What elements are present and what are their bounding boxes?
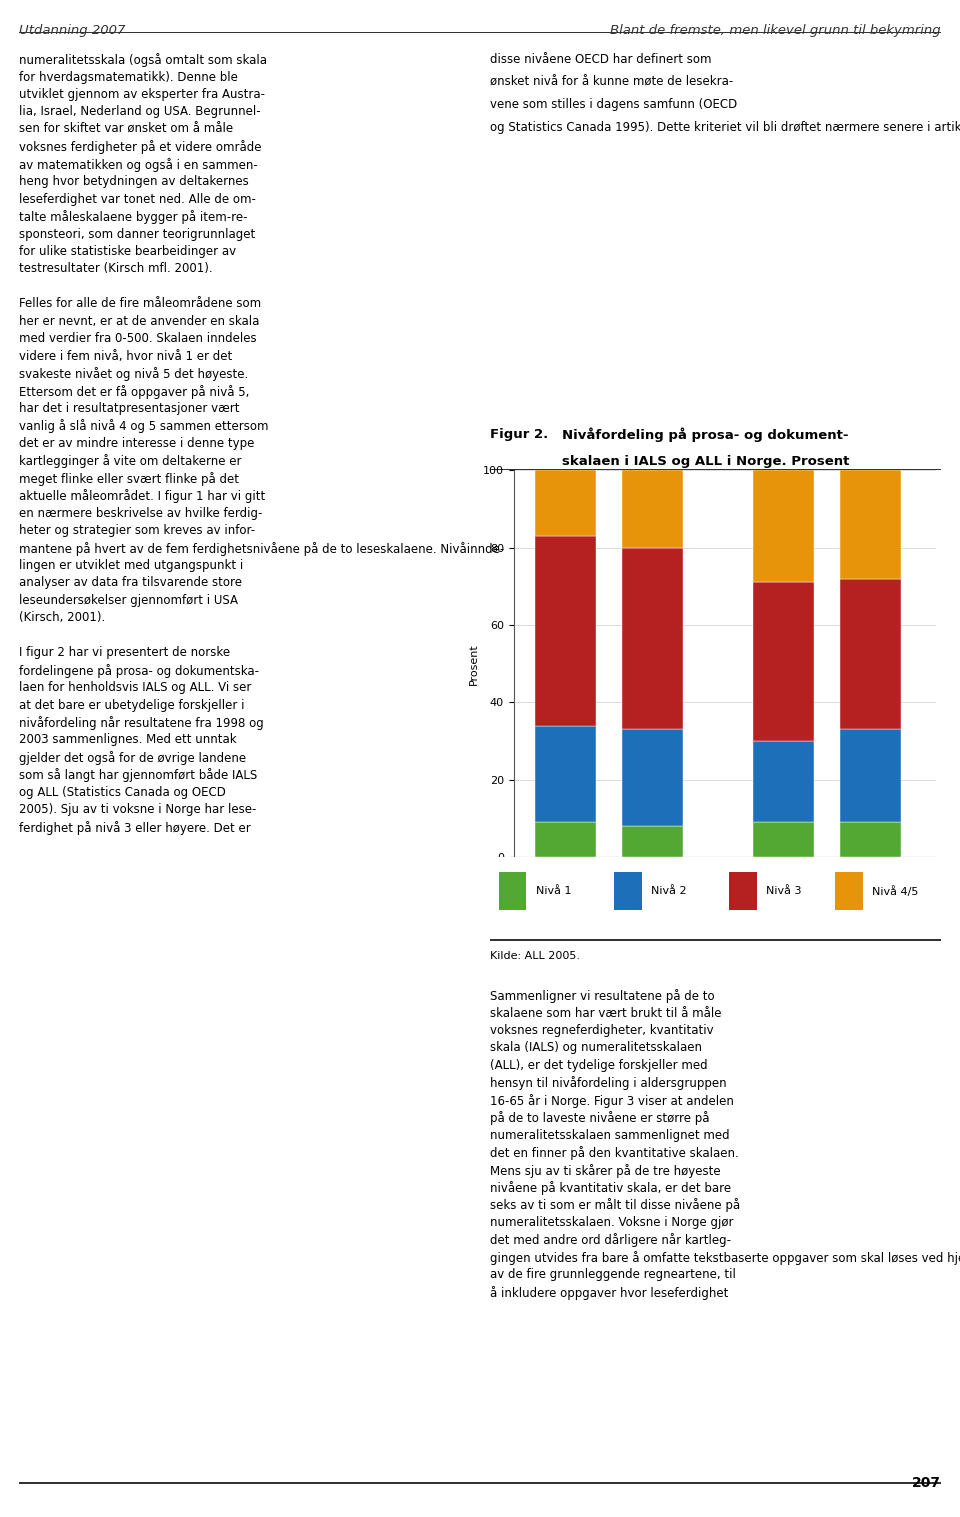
Text: vene som stilles i dagens samfunn (OECD: vene som stilles i dagens samfunn (OECD [490,99,737,111]
Bar [536,536,596,725]
Bar [835,872,863,910]
Bar [753,822,814,857]
Bar [730,872,756,910]
Text: ferdighet på nivå 3 eller høyere. Det er: ferdighet på nivå 3 eller høyere. Det er [19,821,251,834]
Text: lingen er utviklet med utgangspunkt i: lingen er utviklet med utgangspunkt i [19,560,244,572]
Bar [499,872,526,910]
Text: laen for henholdsvis IALS og ALL. Vi ser: laen for henholdsvis IALS og ALL. Vi ser [19,681,252,695]
Text: hensyn til nivåfordeling i aldersgruppen: hensyn til nivåfordeling i aldersgruppen [490,1077,726,1091]
Text: voksnes ferdigheter på et videre område: voksnes ferdigheter på et videre område [19,141,262,155]
Text: med verdier fra 0-500. Skalaen inndeles: med verdier fra 0-500. Skalaen inndeles [19,332,257,346]
Text: 207: 207 [912,1476,941,1490]
Bar [622,470,684,548]
Bar [622,827,684,857]
Text: vanlig å slå nivå 4 og 5 sammen ettersom: vanlig å slå nivå 4 og 5 sammen ettersom [19,419,269,434]
Text: at det bare er ubetydelige forskjeller i: at det bare er ubetydelige forskjeller i [19,699,245,711]
Text: analyser av data fra tilsvarende store: analyser av data fra tilsvarende store [19,576,242,590]
Text: leseundersøkelser gjennomført i USA: leseundersøkelser gjennomført i USA [19,595,238,607]
Text: Nivåfordeling på prosa- og dokument-: Nivåfordeling på prosa- og dokument- [562,428,848,443]
Text: skala (IALS) og numeralitetsskalaen: skala (IALS) og numeralitetsskalaen [490,1042,702,1054]
Text: svakeste nivået og nivå 5 det høyeste.: svakeste nivået og nivå 5 det høyeste. [19,367,249,381]
Bar [840,822,901,857]
Text: nivåfordeling når resultatene fra 1998 og: nivåfordeling når resultatene fra 1998 o… [19,716,264,730]
Bar [753,470,814,583]
Text: for hverdagsmatematikk). Denne ble: for hverdagsmatematikk). Denne ble [19,71,238,83]
Text: (Kirsch, 2001).: (Kirsch, 2001). [19,611,106,625]
Text: Mens sju av ti skårer på de tre høyeste: Mens sju av ti skårer på de tre høyeste [490,1164,720,1177]
Text: det en finner på den kvantitative skalaen.: det en finner på den kvantitative skalae… [490,1147,738,1161]
Bar [840,578,901,730]
Text: videre i fem nivå, hvor nivå 1 er det: videre i fem nivå, hvor nivå 1 er det [19,350,232,363]
Text: Ettersom det er få oppgaver på nivå 5,: Ettersom det er få oppgaver på nivå 5, [19,385,250,399]
Bar [614,872,641,910]
Text: av matematikken og også i en sammen-: av matematikken og også i en sammen- [19,158,258,171]
Text: sen for skiftet var ønsket om å måle: sen for skiftet var ønsket om å måle [19,123,233,137]
Text: fordelingene på prosa- og dokumentska-: fordelingene på prosa- og dokumentska- [19,664,259,678]
Text: skalaen i IALS og ALL i Norge. Prosent: skalaen i IALS og ALL i Norge. Prosent [562,455,849,469]
Text: Blant de fremste, men likevel grunn til bekymring: Blant de fremste, men likevel grunn til … [611,24,941,38]
Text: 16-65 år i Norge. Figur 3 viser at andelen: 16-65 år i Norge. Figur 3 viser at andel… [490,1094,733,1107]
Text: seks av ti som er målt til disse nivåene på: seks av ti som er målt til disse nivåene… [490,1198,740,1212]
Text: disse nivåene OECD har definert som: disse nivåene OECD har definert som [490,53,711,67]
Bar [840,730,901,822]
Text: nivåene på kvantitativ skala, er det bare: nivåene på kvantitativ skala, er det bar… [490,1180,731,1195]
Text: Kilde: ALL 2005.: Kilde: ALL 2005. [490,951,580,962]
Bar [622,548,684,730]
Bar [753,742,814,822]
Bar [536,822,596,857]
Text: Utdanning 2007: Utdanning 2007 [19,24,126,38]
Text: lia, Israel, Nederland og USA. Begrunnel-: lia, Israel, Nederland og USA. Begrunnel… [19,106,261,118]
Bar [622,730,684,827]
Bar [753,583,814,742]
Text: meget flinke eller svært flinke på det: meget flinke eller svært flinke på det [19,472,239,485]
Text: og ALL (Statistics Canada og OECD: og ALL (Statistics Canada og OECD [19,786,226,799]
Text: I figur 2 har vi presentert de norske: I figur 2 har vi presentert de norske [19,646,230,660]
Text: av de fire grunnleggende regneartene, til: av de fire grunnleggende regneartene, ti… [490,1268,735,1282]
Bar [840,470,901,578]
Text: Prosaskalaen: Prosaskalaen [573,912,646,921]
Text: (ALL), er det tydelige forskjeller med: (ALL), er det tydelige forskjeller med [490,1059,708,1073]
Text: voksnes regneferdigheter, kvantitativ: voksnes regneferdigheter, kvantitativ [490,1024,713,1038]
Text: sponsteori, som danner teorigrunnlaget: sponsteori, som danner teorigrunnlaget [19,228,255,241]
Text: testresultater (Kirsch mfl. 2001).: testresultater (Kirsch mfl. 2001). [19,262,213,276]
Text: det er av mindre interesse i denne type: det er av mindre interesse i denne type [19,437,254,451]
Text: numeralitetsskalaen. Voksne i Norge gjør: numeralitetsskalaen. Voksne i Norge gjør [490,1217,733,1229]
Text: ønsket nivå for å kunne møte de lesekra-: ønsket nivå for å kunne møte de lesekra- [490,76,732,90]
Text: Sammenligner vi resultatene på de to: Sammenligner vi resultatene på de to [490,989,714,1003]
Text: Nivå 4/5: Nivå 4/5 [872,886,919,897]
Text: å inkludere oppgaver hvor leseferdighet: å inkludere oppgaver hvor leseferdighet [490,1286,728,1300]
Text: og Statistics Canada 1995). Dette kriteriet vil bli drøftet nærmere senere i art: og Statistics Canada 1995). Dette kriter… [490,121,960,133]
Text: numeralitetsskala (også omtalt som skala: numeralitetsskala (også omtalt som skala [19,53,267,67]
Text: aktuelle måleområdet. I figur 1 har vi gitt: aktuelle måleområdet. I figur 1 har vi g… [19,490,266,504]
Text: gingen utvides fra bare å omfatte tekstbaserte oppgaver som skal løses ved hjelp: gingen utvides fra bare å omfatte tekstb… [490,1250,960,1265]
Text: heter og strategier som kreves av infor-: heter og strategier som kreves av infor- [19,525,255,537]
Text: skalaene som har vært brukt til å måle: skalaene som har vært brukt til å måle [490,1007,721,1019]
Text: Nivå 3: Nivå 3 [766,886,802,897]
Text: numeralitetsskalaen sammenlignet med: numeralitetsskalaen sammenlignet med [490,1129,730,1142]
Text: Nivå 1: Nivå 1 [536,886,571,897]
Text: leseferdighet var tonet ned. Alle de om-: leseferdighet var tonet ned. Alle de om- [19,193,256,206]
Text: her er nevnt, er at de anvender en skala: her er nevnt, er at de anvender en skala [19,316,259,328]
Text: talte måleskalaene bygger på item-re-: talte måleskalaene bygger på item-re- [19,211,248,225]
Text: har det i resultatpresentasjoner vært: har det i resultatpresentasjoner vært [19,402,240,416]
Text: Nivå 2: Nivå 2 [651,886,686,897]
Text: heng hvor betydningen av deltakernes: heng hvor betydningen av deltakernes [19,176,249,188]
Text: det med andre ord dårligere når kartleg-: det med andre ord dårligere når kartleg- [490,1233,731,1247]
Text: Dokumentskalaen: Dokumentskalaen [777,912,877,921]
Bar [536,470,596,536]
Text: Figur 2.: Figur 2. [490,428,562,441]
Text: gjelder det også for de øvrige landene: gjelder det også for de øvrige landene [19,751,247,765]
Text: som så langt har gjennomført både IALS: som så langt har gjennomført både IALS [19,769,257,783]
Text: for ulike statistiske bearbeidinger av: for ulike statistiske bearbeidinger av [19,246,236,258]
Bar [536,725,596,822]
Text: 2005). Sju av ti voksne i Norge har lese-: 2005). Sju av ti voksne i Norge har lese… [19,804,256,816]
Text: Felles for alle de fire måleområdene som: Felles for alle de fire måleområdene som [19,297,261,311]
Y-axis label: Prosent: Prosent [468,643,479,684]
Text: 2003 sammenlignes. Med ett unntak: 2003 sammenlignes. Med ett unntak [19,734,237,746]
Text: mantene på hvert av de fem ferdighetsnivåene på de to leseskalaene. Nivåinnde-: mantene på hvert av de fem ferdighetsniv… [19,542,504,555]
Text: utviklet gjennom av eksperter fra Austra-: utviklet gjennom av eksperter fra Austra… [19,88,265,102]
Text: en nærmere beskrivelse av hvilke ferdig-: en nærmere beskrivelse av hvilke ferdig- [19,507,263,520]
Text: på de to laveste nivåene er større på: på de to laveste nivåene er større på [490,1110,709,1126]
Text: kartlegginger å vite om deltakerne er: kartlegginger å vite om deltakerne er [19,455,242,469]
